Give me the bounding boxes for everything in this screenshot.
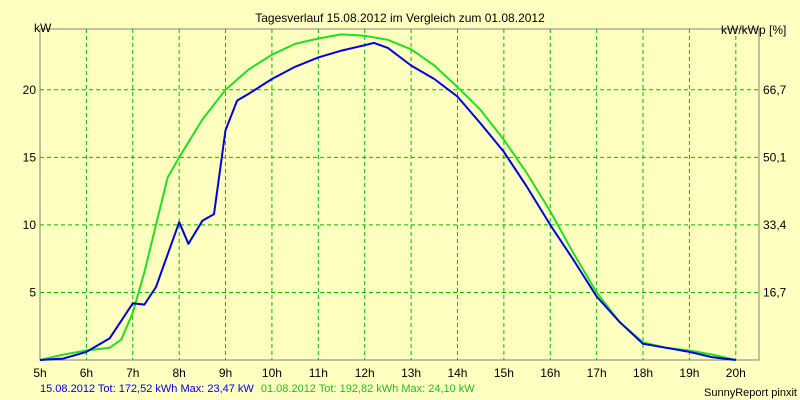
y-tick-label-right: 33,4 [763,218,787,232]
x-tick-label: 20h [726,366,746,380]
y-tick-label-right: 66,7 [763,83,787,97]
grid-lines [40,29,759,360]
legend-entry-01-08: 01.08.2012 Tot: 192,82 kWh Max: 24,10 kW [261,383,475,395]
x-tick-label: 8h [172,366,185,380]
y-axis-right-label: kW/kWp [%] [721,23,786,37]
x-tick-label: 17h [587,366,607,380]
y-tick-label-left: 20 [23,83,37,97]
series-line-01-08-2012 [39,33,737,361]
credit-label: SunnyReport pinxit [704,387,797,399]
y-axis-left-label: kW [34,21,52,35]
x-tick-label: 5h [33,366,46,380]
x-tick-label: 16h [540,366,560,380]
x-tick-label: 18h [633,366,653,380]
series-line-15-08-2012 [39,41,736,361]
x-tick-label: 13h [401,366,421,380]
legend-entry-15-08: 15.08.2012 Tot: 172,52 kWh Max: 23,47 kW [40,383,254,395]
series-layer [39,33,737,361]
x-tick-label: 6h [80,366,93,380]
y-tick-label-right: 16,7 [763,285,787,299]
x-tick-label: 12h [355,366,375,380]
axis-labels: 5h 6h 7h 8h 9h 10h 11h 12h 13h 14h 15h 16h 17h 18h 19h… [23,83,787,380]
plot-area [39,28,760,361]
y-tick-label-right: 50,1 [763,150,787,164]
y-tick-label-left: 15 [23,150,37,164]
legend-summary: 15.08.2012 Tot: 172,52 kWh Max: 23,47 kW… [40,383,475,395]
x-tick-label: 10h [262,366,282,380]
x-tick-label: 11h [309,366,328,380]
chart-title: Tagesverlauf 15.08.2012 im Vergleich zum… [255,11,545,25]
y-tick-label-left: 10 [23,218,37,232]
x-tick-label: 19h [679,366,699,380]
x-tick-label: 14h [447,366,467,380]
x-tick-label: 15h [494,366,514,380]
x-tick-label: 9h [219,366,232,380]
y-tick-label-left: 5 [29,285,36,299]
x-tick-label: 7h [126,366,139,380]
